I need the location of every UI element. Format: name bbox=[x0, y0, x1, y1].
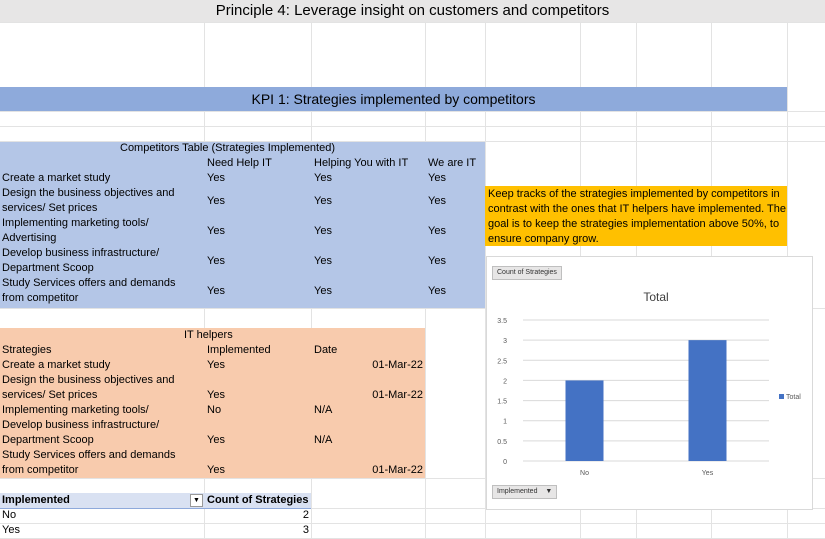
it-helpers-row-label: services/ Set prices bbox=[2, 389, 98, 401]
it-helpers-date[interactable]: 01-Mar-22 bbox=[372, 464, 423, 476]
pivot-row-count[interactable]: 2 bbox=[302, 509, 309, 521]
pivot-header-row bbox=[0, 493, 311, 508]
y-tick-label: 0.5 bbox=[497, 439, 507, 446]
competitors-cell[interactable]: Yes bbox=[207, 255, 225, 267]
it-helpers-row-label: Department Scoop bbox=[2, 434, 94, 446]
pivot-row-label[interactable]: Yes bbox=[2, 524, 20, 536]
y-tick-label: 3 bbox=[503, 338, 507, 345]
competitors-cell[interactable]: Yes bbox=[207, 285, 225, 297]
competitors-cell[interactable]: Yes bbox=[428, 172, 446, 184]
bar-yes bbox=[688, 340, 727, 461]
competitors-cell[interactable]: Yes bbox=[314, 285, 332, 297]
pivot-header-count[interactable]: Count of Strategies bbox=[207, 494, 309, 506]
chart-plot: Total 0 0.5 1 1.5 2 2.5 3 3.5 No Yes Total bbox=[497, 290, 801, 477]
legend-swatch bbox=[779, 394, 784, 399]
it-helpers-row-label[interactable]: Develop business infrastructure/ bbox=[2, 419, 160, 431]
page-title: Principle 4: Leverage insight on custome… bbox=[215, 2, 610, 19]
chart-title: Total bbox=[643, 290, 668, 304]
pivot-header-implemented[interactable]: Implemented bbox=[2, 494, 70, 506]
competitors-row-label[interactable]: Create a market study bbox=[2, 172, 111, 184]
competitors-cell[interactable]: Yes bbox=[207, 195, 225, 207]
it-helpers-date[interactable]: N/A bbox=[314, 434, 333, 446]
note-text: Keep tracks of the strategies implemente… bbox=[488, 188, 786, 245]
x-tick-label: Yes bbox=[702, 470, 714, 477]
it-helpers-date[interactable]: N/A bbox=[314, 404, 333, 416]
competitors-cell[interactable]: Yes bbox=[314, 195, 332, 207]
y-tick-label: 0 bbox=[503, 459, 507, 466]
competitors-row-label: Advertising bbox=[2, 232, 57, 244]
it-helpers-header: Strategies bbox=[2, 344, 52, 356]
y-tick-label: 1 bbox=[503, 419, 507, 426]
grid-line bbox=[0, 22, 825, 23]
it-helpers-row-label[interactable]: Study Services offers and demands bbox=[2, 449, 176, 461]
axis-field-button[interactable]: Implemented ▼ bbox=[492, 485, 558, 499]
axis-field-label: Implemented bbox=[497, 488, 538, 495]
it-helpers-date[interactable]: 01-Mar-22 bbox=[372, 359, 423, 371]
x-tick-label: No bbox=[580, 470, 589, 477]
competitors-row-label[interactable]: Study Services offers and demands bbox=[2, 277, 176, 289]
title-cell[interactable] bbox=[0, 0, 825, 22]
competitors-row-label[interactable]: Implementing marketing tools/ bbox=[2, 217, 149, 229]
it-helpers-header: Date bbox=[314, 344, 338, 356]
competitors-row-label: Department Scoop bbox=[2, 262, 94, 274]
it-helpers-row-label[interactable]: Create a market study bbox=[2, 359, 111, 371]
filter-dropdown-icon[interactable]: ▼ bbox=[190, 494, 203, 507]
it-helpers-implemented[interactable]: Yes bbox=[207, 464, 225, 476]
competitors-row-label: services/ Set prices bbox=[2, 202, 98, 214]
competitors-cell[interactable]: Yes bbox=[314, 225, 332, 237]
y-tick-label: 3.5 bbox=[497, 318, 507, 325]
competitors-cell[interactable]: Yes bbox=[428, 285, 446, 297]
competitors-row-label[interactable]: Develop business infrastructure/ bbox=[2, 247, 160, 259]
it-helpers-implemented[interactable]: Yes bbox=[207, 359, 225, 371]
y-tick-label: 1.5 bbox=[497, 399, 507, 406]
grid-line bbox=[485, 0, 486, 539]
it-helpers-title: IT helpers bbox=[184, 329, 233, 341]
competitors-cell[interactable]: Yes bbox=[428, 225, 446, 237]
kpi-title: KPI 1: Strategies implemented by competi… bbox=[251, 91, 536, 107]
it-helpers-row-label: from competitor bbox=[2, 464, 79, 476]
it-helpers-header: Implemented bbox=[207, 344, 271, 356]
pivot-divider bbox=[0, 508, 311, 509]
note-cell[interactable] bbox=[485, 186, 787, 246]
competitors-row-label[interactable]: Design the business objectives and bbox=[2, 187, 175, 199]
competitors-table[interactable] bbox=[0, 142, 485, 308]
it-helpers-implemented[interactable]: Yes bbox=[207, 434, 225, 446]
competitors-header: We are IT bbox=[428, 157, 477, 169]
it-helpers-date[interactable]: 01-Mar-22 bbox=[372, 389, 423, 401]
legend-label: Total bbox=[786, 394, 801, 401]
it-helpers-implemented[interactable]: No bbox=[207, 404, 222, 416]
chevron-down-icon: ▼ bbox=[545, 488, 553, 495]
grid-line bbox=[0, 508, 825, 509]
it-helpers-table[interactable] bbox=[0, 328, 425, 478]
competitors-cell[interactable]: Yes bbox=[207, 225, 225, 237]
kpi-cell[interactable] bbox=[0, 87, 787, 111]
y-tick-label: 2 bbox=[503, 378, 507, 385]
competitors-cell[interactable]: Yes bbox=[207, 172, 225, 184]
it-helpers-row-label[interactable]: Design the business objectives and bbox=[2, 374, 175, 386]
it-helpers-row-label[interactable]: Implementing marketing tools/ bbox=[2, 404, 149, 416]
competitors-cell[interactable]: Yes bbox=[314, 172, 332, 184]
grid-line bbox=[0, 308, 825, 309]
grid-line bbox=[0, 523, 825, 524]
competitors-header: Helping You with IT bbox=[314, 157, 409, 169]
competitors-cell[interactable]: Yes bbox=[428, 195, 446, 207]
grid-line bbox=[0, 126, 825, 127]
grid-line bbox=[0, 141, 825, 142]
competitors-cell[interactable]: Yes bbox=[314, 255, 332, 267]
y-tick-label: 2.5 bbox=[497, 358, 507, 365]
pivot-row-count[interactable]: 3 bbox=[302, 524, 309, 536]
bar-no bbox=[565, 380, 604, 461]
grid-line bbox=[0, 478, 825, 479]
competitors-cell[interactable]: Yes bbox=[428, 255, 446, 267]
competitors-header: Need Help IT bbox=[207, 157, 272, 169]
pivot-chart[interactable]: Count of Strategies Implemented ▼ Total 0… bbox=[486, 256, 813, 510]
competitors-table-title: Competitors Table (Strategies Implemente… bbox=[120, 142, 336, 154]
value-field-button[interactable]: Count of Strategies bbox=[492, 266, 562, 280]
grid-line bbox=[0, 111, 825, 112]
competitors-row-label: from competitor bbox=[2, 292, 79, 304]
it-helpers-implemented[interactable]: Yes bbox=[207, 389, 225, 401]
pivot-row-label[interactable]: No bbox=[2, 509, 17, 521]
